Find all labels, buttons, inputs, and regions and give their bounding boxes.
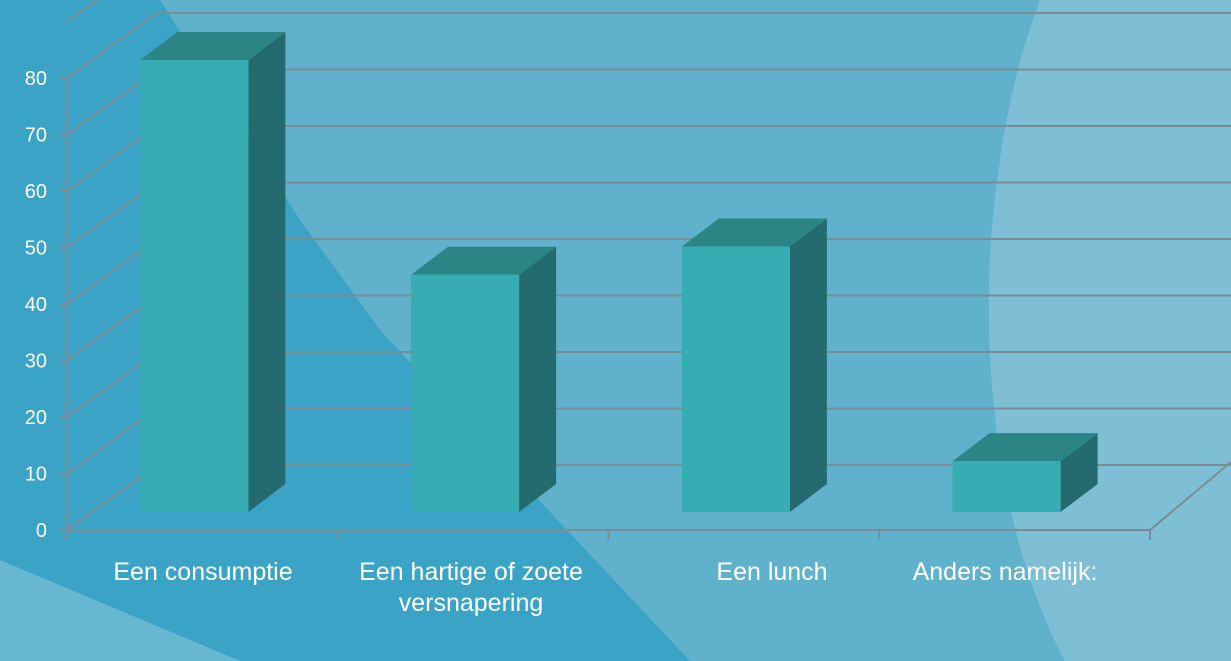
x-tick-label: Anders namelijk: bbox=[912, 558, 1098, 586]
y-tick-labels: 0 10 20 30 40 50 60 70 80 bbox=[25, 68, 47, 542]
bar-front bbox=[411, 274, 520, 512]
x-tick-label: Een consumptie bbox=[113, 558, 293, 586]
axes bbox=[59, 77, 1231, 540]
bar-side bbox=[789, 218, 827, 512]
bar-top bbox=[140, 32, 286, 60]
y-tick-label: 70 bbox=[25, 125, 47, 147]
bar-top bbox=[411, 246, 557, 275]
y-tick-label: 0 bbox=[36, 520, 47, 542]
bar-top bbox=[681, 218, 827, 247]
floor-edge bbox=[1149, 461, 1231, 531]
bar bbox=[681, 218, 827, 512]
bars bbox=[140, 32, 1098, 512]
bar-side bbox=[248, 32, 286, 512]
bar-top bbox=[952, 433, 1098, 462]
y-tick-label: 40 bbox=[25, 294, 47, 316]
background-left-band bbox=[0, 560, 240, 661]
bar bbox=[140, 32, 286, 512]
bar-front bbox=[140, 60, 249, 512]
bar-side bbox=[1060, 433, 1098, 512]
bar-front bbox=[952, 461, 1061, 512]
gridline-side bbox=[66, 12, 158, 79]
x-tick-label: Een hartige of zoete versnapering bbox=[359, 558, 583, 617]
y-tick-label: 60 bbox=[25, 181, 47, 203]
bar bbox=[411, 246, 557, 512]
y-tick-label: 10 bbox=[25, 464, 47, 486]
y-tick-label: 80 bbox=[25, 68, 47, 90]
gridline-side bbox=[66, 0, 99, 23]
y-tick-label: 30 bbox=[25, 351, 47, 373]
x-tick-label: Een lunch bbox=[716, 558, 828, 586]
bar-side bbox=[519, 246, 557, 512]
y-tick-label: 50 bbox=[25, 238, 47, 260]
bar bbox=[952, 433, 1098, 512]
bar-front bbox=[681, 246, 790, 512]
y-tick-label: 20 bbox=[25, 407, 47, 429]
